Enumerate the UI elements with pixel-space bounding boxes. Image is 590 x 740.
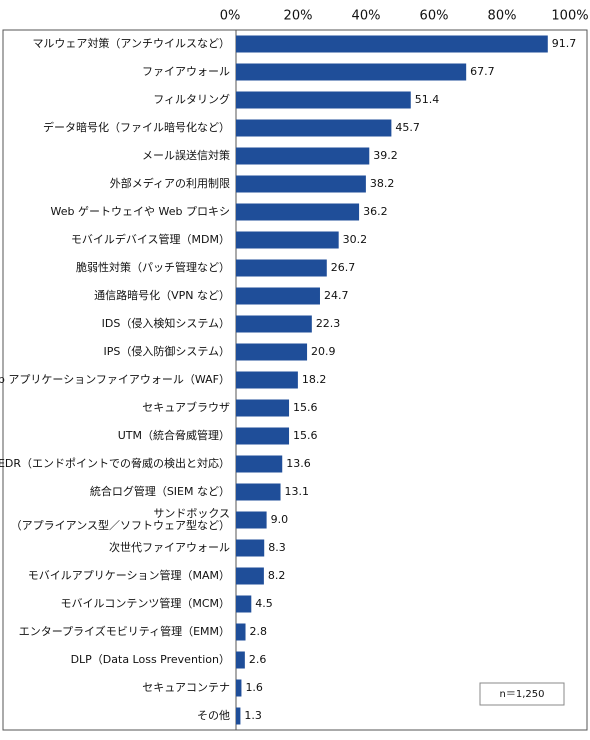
category-label: その他: [197, 709, 230, 722]
value-label: 1.3: [244, 709, 261, 722]
category-label: 次世代ファイアウォール: [109, 540, 230, 554]
category-label: EDR（エンドポイントでの脅威の検出と対応）: [0, 456, 230, 470]
bar: [236, 35, 548, 53]
value-label: 13.6: [286, 457, 311, 470]
value-label: 26.7: [331, 261, 356, 274]
bar: [236, 371, 298, 389]
bar: [236, 63, 467, 81]
bar: [236, 483, 281, 501]
bar: [236, 231, 339, 249]
value-label: 91.7: [552, 37, 577, 50]
bar: [236, 259, 327, 277]
bar: [236, 455, 283, 473]
value-label: 1.6: [245, 681, 263, 694]
value-label: 20.9: [311, 345, 336, 358]
category-label: DLP（Data Loss Prevention）: [71, 653, 230, 666]
bar: [236, 679, 242, 697]
category-label: モバイルアプリケーション管理（MAM）: [28, 568, 230, 582]
value-label: 36.2: [363, 205, 388, 218]
value-label: 24.7: [324, 289, 349, 302]
bar: [236, 147, 370, 165]
value-label: 38.2: [370, 177, 395, 190]
bar: [236, 707, 241, 725]
category-label: ファイアウォール: [142, 65, 230, 78]
category-label: エンタープライズモビリティ管理（EMM）: [19, 624, 230, 638]
value-label: 8.2: [268, 569, 286, 582]
category-label-line: （アプライアンス型／ソフトウェア型など）: [11, 518, 230, 532]
category-label: データ暗号化（ファイル暗号化など）: [43, 120, 230, 134]
bar: [236, 623, 246, 641]
category-label: UTM（統合脅威管理）: [118, 428, 230, 442]
bar: [236, 203, 360, 221]
value-label: 22.3: [316, 317, 341, 330]
bar: [236, 539, 265, 557]
x-tick-label: 60%: [420, 9, 449, 24]
value-label: 15.6: [293, 401, 318, 414]
category-label: 通信路暗号化（VPN など）: [94, 288, 230, 302]
category-label: IPS（侵入防御システム）: [103, 344, 230, 358]
bar: [236, 343, 308, 361]
category-label: メール誤送信対策: [142, 148, 230, 162]
category-label: フィルタリング: [153, 92, 230, 106]
bar: [236, 595, 252, 613]
x-tick-label: 100%: [551, 9, 588, 24]
category-label: 外部メディアの利用制限: [110, 176, 230, 190]
category-label: セキュアブラウザ: [142, 400, 230, 414]
bar: [236, 427, 290, 445]
value-label: 2.8: [250, 625, 268, 638]
bar: [236, 399, 290, 417]
bar: [236, 91, 411, 109]
bar: [236, 119, 392, 137]
value-label: 45.7: [395, 121, 420, 134]
value-label: 67.7: [470, 65, 495, 78]
x-tick-label: 0%: [220, 9, 241, 24]
category-label: IDS（侵入検知システム）: [102, 316, 230, 330]
value-label: 51.4: [415, 93, 440, 106]
category-label: Web アプリケーションファイアウォール（WAF）: [0, 373, 230, 386]
value-label: 15.6: [293, 429, 318, 442]
frame: [2, 29, 588, 731]
value-label: 4.5: [255, 597, 272, 610]
x-tick-label: 40%: [352, 9, 381, 24]
category-label: 脆弱性対策（パッチ管理など）: [76, 260, 230, 274]
category-label: モバイルデバイス管理（MDM）: [71, 232, 230, 246]
category-label: セキュアコンテナ: [142, 681, 230, 694]
bar: [236, 175, 366, 193]
value-label: 30.2: [343, 233, 368, 246]
bar: [236, 567, 264, 585]
x-tick-label: 20%: [284, 9, 313, 24]
bar: [236, 511, 267, 529]
category-label-line: サンドボックス: [153, 507, 230, 520]
bar: [236, 287, 320, 305]
value-label: 8.3: [268, 541, 286, 554]
bar: [236, 651, 245, 669]
category-label: 統合ログ管理（SIEM など）: [90, 484, 230, 498]
category-label: サンドボックス（アプライアンス型／ソフトウェア型など）: [11, 507, 230, 532]
value-label: 9.0: [271, 513, 289, 526]
value-label: 39.2: [373, 149, 398, 162]
bar: [236, 315, 312, 333]
annotation-box: [479, 682, 565, 706]
x-tick-label: 80%: [488, 9, 517, 24]
category-label: モバイルコンテンツ管理（MCM）: [61, 596, 230, 610]
value-label: 13.1: [285, 485, 310, 498]
category-label: マルウェア対策（アンチウイルスなど）: [32, 36, 230, 50]
category-label: Web ゲートウェイや Web プロキシ: [51, 205, 230, 218]
value-label: 2.6: [249, 653, 267, 666]
value-label: 18.2: [302, 373, 327, 386]
annotation: n＝1,250: [500, 689, 545, 700]
